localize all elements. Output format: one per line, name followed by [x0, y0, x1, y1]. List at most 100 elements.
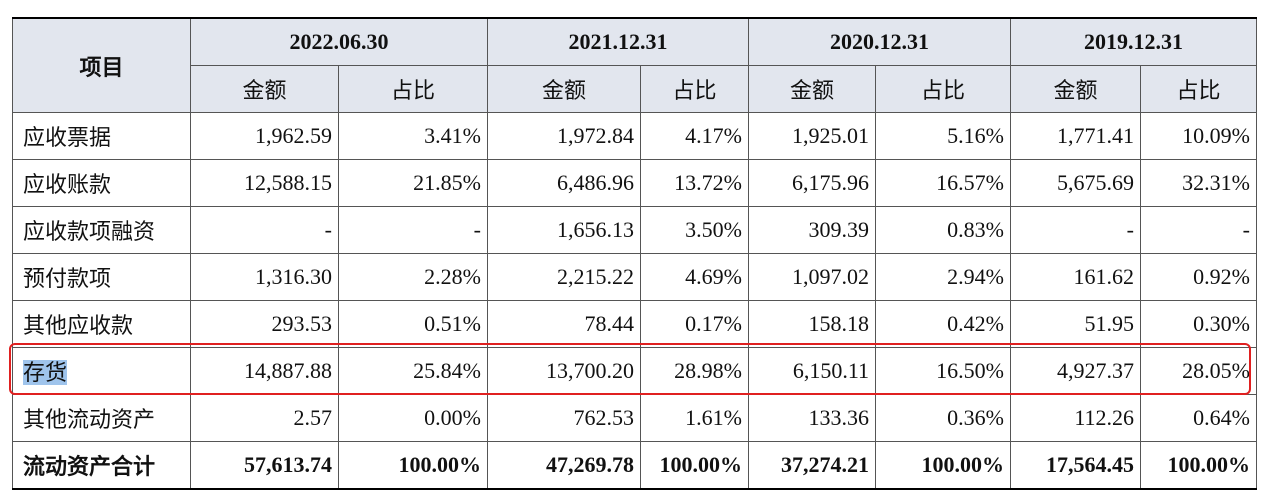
cell: 112.26 [1010, 394, 1141, 442]
cell: 100.00% [640, 441, 749, 490]
cell: 17,564.45 [1010, 441, 1141, 490]
cell: 1,097.02 [748, 253, 876, 301]
cell: 0.42% [875, 300, 1011, 348]
cell: 1,316.30 [190, 253, 339, 301]
cell: 10.09% [1140, 112, 1257, 160]
cell: 158.18 [748, 300, 876, 348]
cell: 57,613.74 [190, 441, 339, 490]
row-label: 其他应收款 [12, 300, 191, 348]
cell: 1,925.01 [748, 112, 876, 160]
table-row: 流动资产合计 57,613.74 100.00% 47,269.78 100.00% 37… [12, 441, 1257, 490]
cell: 2.57 [190, 394, 339, 442]
table-row: 预付款项 1,316.30 2.28% 2,215.22 4.69% 1,097.02 2.… [12, 253, 1257, 301]
subheader: 占比 [640, 65, 749, 113]
cell: - [190, 206, 339, 254]
subheader: 金额 [190, 65, 339, 113]
label-text: 其他应收款 [23, 313, 134, 338]
cell: 0.83% [875, 206, 1011, 254]
cell: 0.92% [1140, 253, 1257, 301]
cell: 2,215.22 [487, 253, 641, 301]
cell: 13,700.20 [487, 347, 641, 395]
period-header: 2021.12.31 [487, 17, 749, 66]
row-label: 应收款项融资 [12, 206, 191, 254]
cell: 6,486.96 [487, 159, 641, 207]
subheader: 金额 [1010, 65, 1141, 113]
label-text: 预付款项 [23, 266, 112, 291]
subheader: 占比 [875, 65, 1011, 113]
cell: 78.44 [487, 300, 641, 348]
cell: 12,588.15 [190, 159, 339, 207]
label-text: 其他流动资产 [23, 407, 156, 432]
row-label: 应收票据 [12, 112, 191, 160]
table-row: 应收款项融资 - -1,656.13 3.50% 309.39 0.83% - - [12, 206, 1257, 254]
cell: 1,962.59 [190, 112, 339, 160]
cell: 2.94% [875, 253, 1011, 301]
cell: 0.51% [338, 300, 488, 348]
cell: 4,927.37 [1010, 347, 1141, 395]
cell: 51.95 [1010, 300, 1141, 348]
cell: 28.98% [640, 347, 749, 395]
cell: 0.36% [875, 394, 1011, 442]
cell: - [338, 206, 488, 254]
item-header: 项目 [12, 17, 191, 113]
label-text: 应收款项融资 [23, 219, 156, 244]
cell: 4.17% [640, 112, 749, 160]
label-text: 流动资产合计 [23, 454, 156, 479]
cell: 3.50% [640, 206, 749, 254]
table-row: 其他应收款 293.53 0.51% 78.44 0.17% 158.18 0.42% 51.… [12, 300, 1257, 348]
cell: 5.16% [875, 112, 1011, 160]
highlight-box [9, 343, 1251, 395]
table-row: 其他流动资产 2.57 0.00% 762.53 1.61% 133.36 0.36% 112… [12, 394, 1257, 442]
cell: 25.84% [338, 347, 488, 395]
subheader-row: 金额 占比 金额 占比 金额 占比 金额 占比 [13, 65, 1257, 113]
cell: 5,675.69 [1010, 159, 1141, 207]
cell: - [1140, 206, 1257, 254]
cell: 3.41% [338, 112, 488, 160]
cell: 0.30% [1140, 300, 1257, 348]
subheader: 金额 [748, 65, 876, 113]
row-label: 应收账款 [12, 159, 191, 207]
cell: 1,771.41 [1010, 112, 1141, 160]
cell: 21.85% [338, 159, 488, 207]
cell: 133.36 [748, 394, 876, 442]
cell: 47,269.78 [487, 441, 641, 490]
row-label: 其他流动资产 [12, 394, 191, 442]
cell: 4.69% [640, 253, 749, 301]
table-row: 应收票据 1,962.59 3.41% 1,972.84 4.17% 1,925.01 5.… [12, 112, 1257, 160]
subheader: 占比 [1140, 65, 1257, 113]
cell: 1.61% [640, 394, 749, 442]
cell: 762.53 [487, 394, 641, 442]
label-text: 应收票据 [23, 125, 112, 150]
cell: 1,656.13 [487, 206, 641, 254]
subheader: 占比 [338, 65, 488, 113]
cell: 2.28% [338, 253, 488, 301]
cell: 0.17% [640, 300, 749, 348]
cell: 6,175.96 [748, 159, 876, 207]
row-label: 流动资产合计 [12, 441, 191, 490]
cell: 37,274.21 [748, 441, 876, 490]
cell: 16.50% [875, 347, 1011, 395]
cell: 293.53 [190, 300, 339, 348]
cell: 32.31% [1140, 159, 1257, 207]
cell: 0.00% [338, 394, 488, 442]
cell: 1,972.84 [487, 112, 641, 160]
asset-table: 项目 2022.06.30 2021.12.31 2020.12.31 2019.12.… [12, 17, 1257, 490]
period-header: 2019.12.31 [1010, 17, 1257, 66]
cell: 6,150.11 [748, 347, 876, 395]
label-text: 存货 [23, 360, 68, 385]
period-header: 2022.06.30 [190, 17, 488, 66]
row-label: 预付款项 [12, 253, 191, 301]
subheader: 金额 [487, 65, 641, 113]
header-row: 项目 2022.06.30 2021.12.31 2020.12.31 2019.12.… [12, 17, 1257, 113]
cell: 0.64% [1140, 394, 1257, 442]
period-header: 2020.12.31 [748, 17, 1011, 66]
cell: 13.72% [640, 159, 749, 207]
cell: - [1010, 206, 1141, 254]
cell: 28.05% [1140, 347, 1257, 395]
table-row: 存货 14,887.88 25.84% 13,700.20 28.98% 6,150.11… [12, 347, 1257, 395]
table-row: 应收账款 12,588.15 21.85% 6,486.96 13.72% 6,175.9… [12, 159, 1257, 207]
cell: 100.00% [338, 441, 488, 490]
row-label: 存货 [12, 347, 191, 395]
cell: 16.57% [875, 159, 1011, 207]
